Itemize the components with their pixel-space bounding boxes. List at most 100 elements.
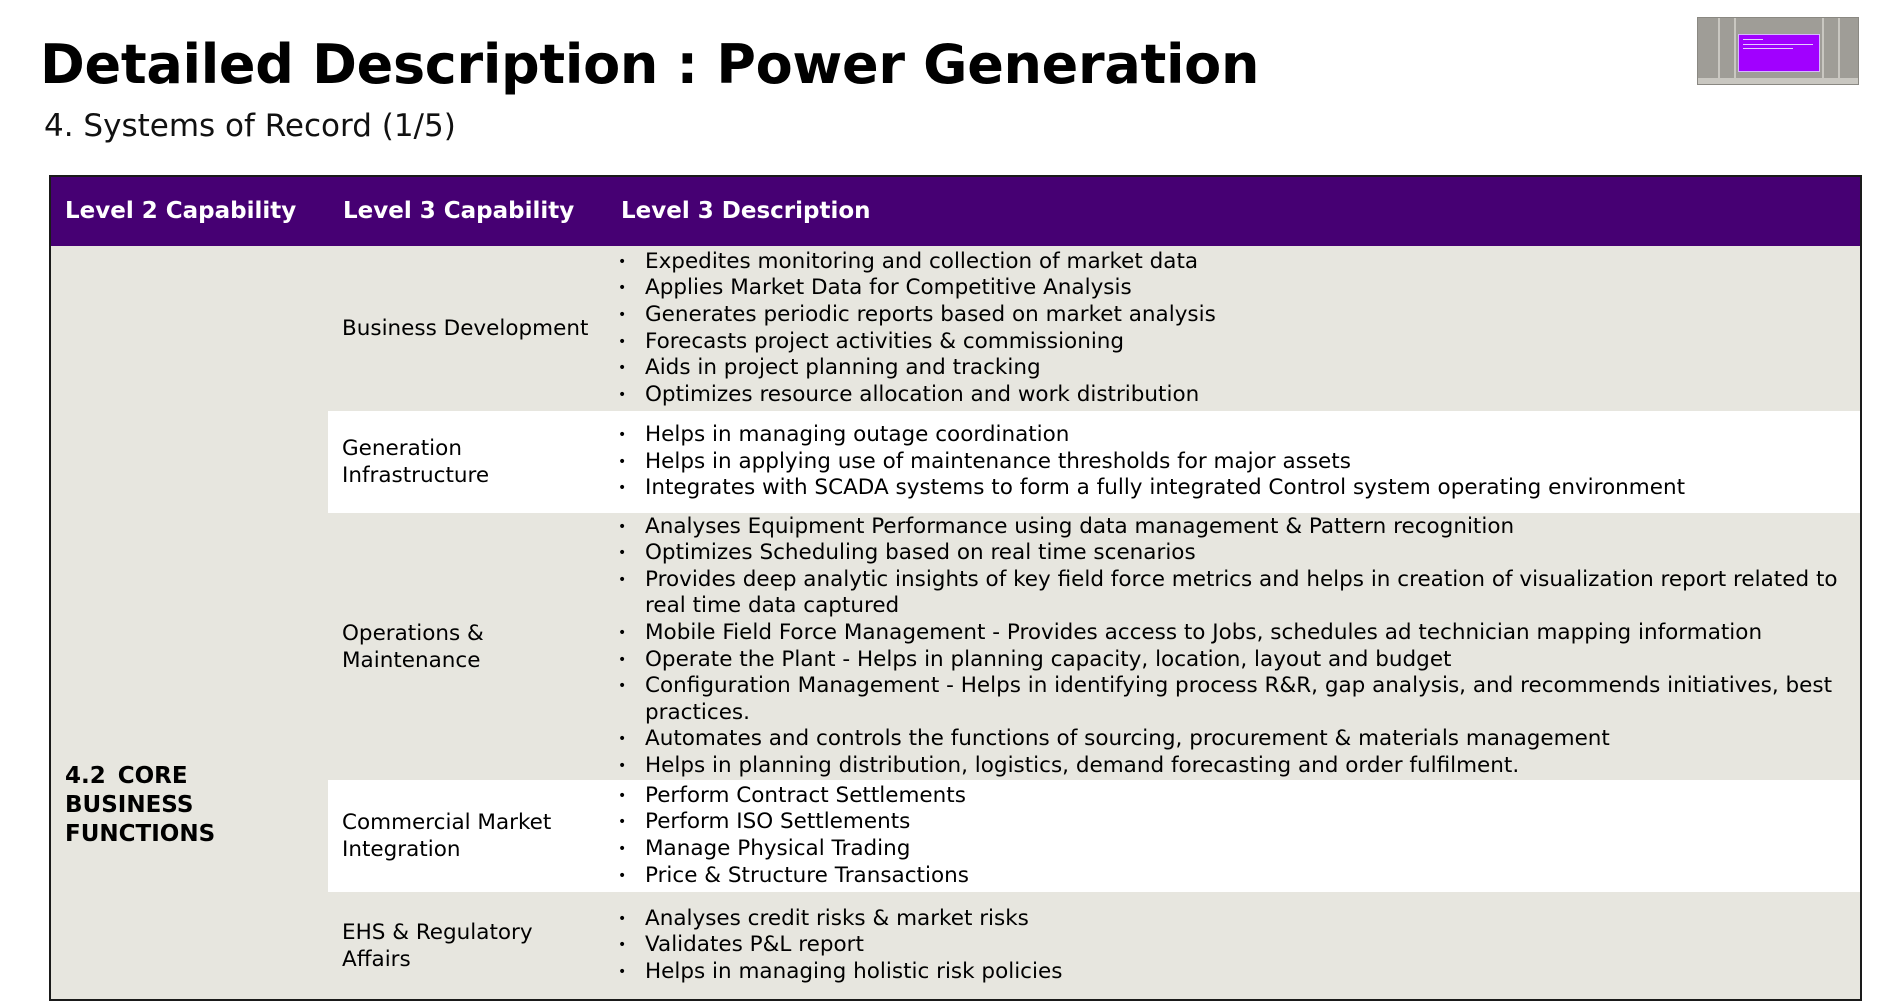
bullet-icon: • [618,545,627,562]
description-item: • Analyses Equipment Performance using da… [618,514,1854,541]
table-row: Generation Infrastructure • Helps in manag… [328,411,1860,513]
description-text: Price & Structure Transactions [645,862,969,888]
bullet-icon: • [618,678,627,695]
description-text: Perform Contract Settlements [645,782,966,808]
level3-description: • Analyses Equipment Performance using da… [618,513,1854,780]
description-item: • Helps in managing outage coordination [618,422,1685,449]
description-item: • Manage Physical Trading [618,836,969,863]
description-item: • Aids in project planning and tracking [618,355,1216,382]
description-item: • Integrates with SCADA systems to form a… [618,475,1685,502]
description-text: Automates and controls the functions of … [645,726,1610,752]
thumbnail-divider [1822,18,1824,84]
level3-capability-label: Generation Infrastructure [342,436,490,488]
bullet-icon: • [618,910,627,927]
page-title: Detailed Description : Power Generation [40,33,1260,96]
description-item: • Optimizes Scheduling based on real time… [618,540,1854,567]
level3-capability-label: EHS & Regulatory Affairs [342,919,533,972]
description-list: • Analyses Equipment Performance using da… [618,514,1854,780]
description-list: • Perform Contract Settlements • Perform IS… [618,783,969,889]
description-text: Operate the Plant - Helps in planning ca… [645,646,1452,672]
level3-capability: Generation Infrastructure [342,411,607,513]
bullet-icon: • [618,731,627,748]
bullet-icon: • [618,427,627,444]
bullet-icon: • [618,518,627,535]
table-row: Business Development • Expedites monitorin… [328,246,1860,411]
thumbnail-text-line [1743,39,1763,40]
description-item: • Helps in managing holistic risk policie… [618,959,1062,986]
level3-capability-label: Commercial Market Integration [342,810,552,862]
description-item: • Automates and controls the functions of… [618,726,1854,753]
description-list: • Analyses credit risks & market risks • Va… [618,906,1062,986]
level3-capability: EHS & Regulatory Affairs [342,892,607,999]
bullet-icon: • [618,360,627,377]
description-item: • Validates P&L report [618,932,1062,959]
description-text: Validates P&L report [645,932,864,958]
bullet-icon: • [618,651,627,668]
description-text: Generates periodic reports based on mark… [645,301,1216,327]
description-text: Expedites monitoring and collection of m… [645,248,1199,274]
thumbnail-text-line [1743,44,1813,45]
level3-description: • Analyses credit risks & market risks • Va… [618,892,1854,999]
level3-capability: Operations & Maintenance [342,513,607,780]
bullet-icon: • [618,306,627,323]
bullet-icon: • [618,937,627,954]
level3-capability: Business Development [342,246,607,411]
thumbnail-highlight [1738,34,1820,72]
level3-capability: Commercial Market Integration [342,780,607,892]
description-text: Applies Market Data for Competitive Anal… [645,275,1132,301]
bullet-icon: • [618,453,627,470]
description-text: Perform ISO Settlements [645,809,911,835]
description-item: • Generates periodic reports based on mar… [618,302,1216,329]
bullet-icon: • [618,253,627,270]
description-text: Integrates with SCADA systems to form a … [645,475,1686,501]
description-item: • Provides deep analytic insights of key … [618,567,1854,620]
description-text: Configuration Management - Helps in iden… [645,673,1833,725]
level3-description: • Expedites monitoring and collection of … [618,246,1854,411]
description-text: Aids in project planning and tracking [645,355,1041,381]
bullet-icon: • [618,963,627,980]
description-item: • Forecasts project activities & commissi… [618,329,1216,356]
description-item: • Expedites monitoring and collection of … [618,249,1216,276]
table-row: EHS & Regulatory Affairs • Analyses credit… [328,892,1860,999]
level3-description: • Perform Contract Settlements • Perform IS… [618,780,1854,892]
bullet-icon: • [618,841,627,857]
bullet-icon: • [618,386,627,403]
bullet-icon: • [618,624,627,641]
description-item: • Mobile Field Force Management - Provide… [618,620,1854,647]
bullet-icon: • [618,814,627,831]
description-list: • Expedites monitoring and collection of … [618,249,1216,409]
header-level3: Level 3 Capability [343,198,575,224]
description-text: Manage Physical Trading [645,836,911,861]
bullet-icon: • [618,280,627,297]
description-text: Analyses Equipment Performance using dat… [645,513,1515,539]
description-text: Provides deep analytic insights of key f… [645,566,1838,619]
description-text: Analyses credit risks & market risks [645,905,1029,931]
description-text: Helps in managing outage coordination [645,422,1070,448]
description-item: • Applies Market Data for Competitive Ana… [618,275,1216,302]
bullet-icon: • [618,757,627,774]
description-text: Helps in applying use of maintenance thr… [645,448,1351,474]
description-item: • Analyses credit risks & market risks [618,906,1062,933]
description-text: Optimizes Scheduling based on real time … [645,540,1196,566]
bullet-icon: • [618,867,627,884]
description-item: • Price & Structure Transactions [618,863,969,890]
bullet-icon: • [618,480,627,497]
description-list: • Helps in managing outage coordination • H… [618,422,1685,502]
description-text: Forecasts project activities & commissio… [645,328,1125,354]
thumbnail-divider [1838,18,1840,84]
thumbnail-text-line [1743,48,1793,49]
level3-capability-label: Operations & Maintenance [342,620,484,673]
level2-cell: 4.2 CORE BUSINESS FUNCTIONS [51,246,328,999]
table-header: Level 2 Capability Level 3 Capability Le… [51,177,1860,246]
thumbnail-divider [1734,18,1736,84]
bullet-icon: • [618,333,627,350]
level3-description: • Helps in managing outage coordination • H… [618,411,1854,513]
page-subtitle: 4. Systems of Record (1/5) [44,108,456,144]
description-text: Mobile Field Force Management - Provides… [645,619,1763,645]
level2-label: 4.2 CORE BUSINESS FUNCTIONS [65,763,216,847]
description-text: Optimizes resource allocation and work d… [645,381,1200,407]
thumbnail-divider [1718,18,1720,84]
header-level2: Level 2 Capability [65,198,297,224]
description-item: • Operate the Plant - Helps in planning c… [618,647,1854,674]
level3-capability-label: Business Development [342,316,589,341]
